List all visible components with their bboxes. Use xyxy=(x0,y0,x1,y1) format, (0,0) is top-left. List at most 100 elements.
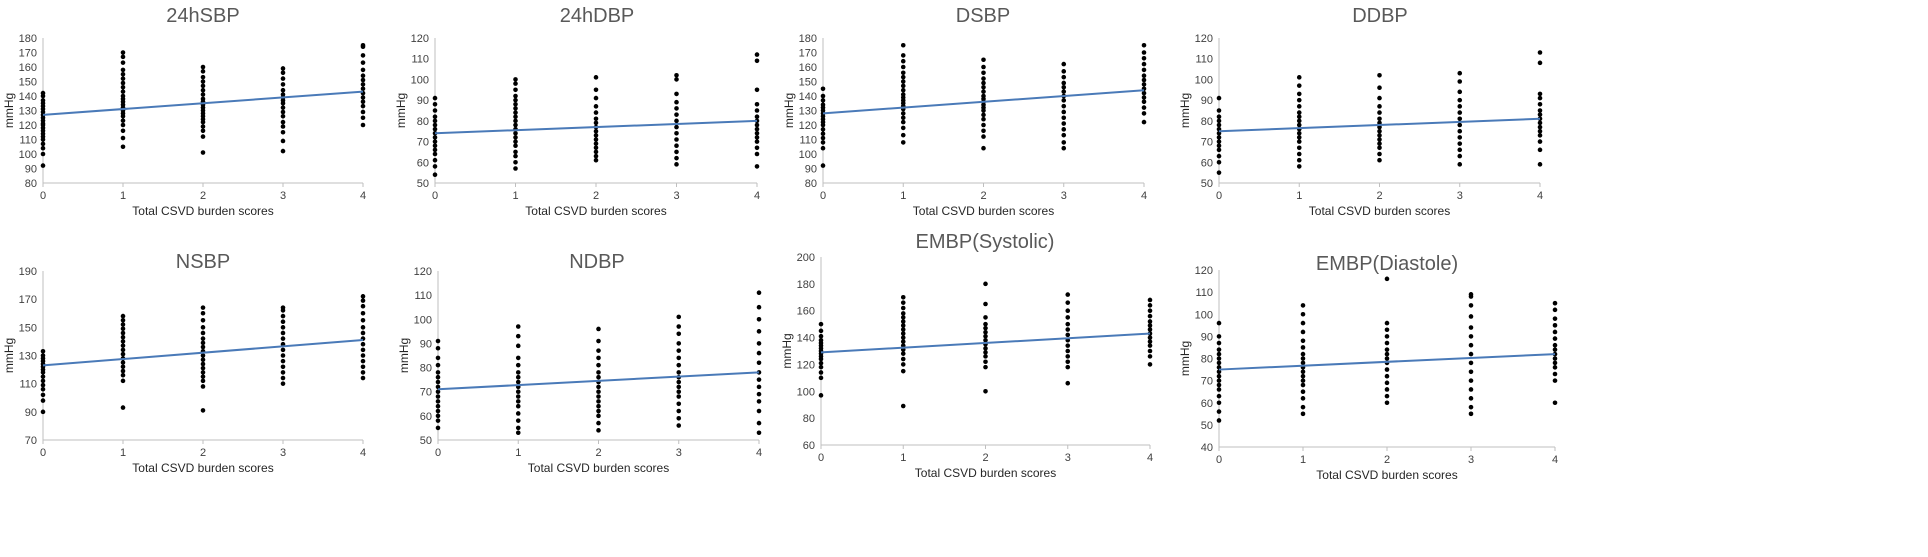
data-point xyxy=(1296,139,1302,144)
data-point xyxy=(1216,334,1222,339)
data-point xyxy=(200,330,206,336)
y-axis-label: mmHg xyxy=(397,338,411,373)
data-point xyxy=(1468,334,1474,339)
data-point xyxy=(754,52,760,57)
data-point xyxy=(40,392,46,398)
data-point xyxy=(360,347,366,353)
x-tick-label: 4 xyxy=(756,447,762,459)
data-point xyxy=(674,130,679,136)
y-tick-label: 40 xyxy=(1201,442,1213,454)
data-point xyxy=(900,115,906,121)
data-point xyxy=(1147,362,1153,367)
data-point xyxy=(1061,121,1067,126)
data-point xyxy=(200,124,206,129)
data-point xyxy=(1216,147,1222,153)
data-point xyxy=(593,149,599,155)
data-point xyxy=(1296,122,1302,128)
data-point xyxy=(1300,360,1306,366)
data-point xyxy=(120,60,126,65)
data-point xyxy=(593,141,599,146)
data-point xyxy=(280,319,286,325)
data-point xyxy=(513,149,518,155)
data-point xyxy=(981,112,986,118)
data-point xyxy=(435,374,441,380)
data-point xyxy=(983,281,988,287)
data-point xyxy=(754,130,760,136)
data-point xyxy=(1300,369,1306,375)
data-point xyxy=(1296,97,1302,103)
data-point xyxy=(515,343,521,349)
data-point xyxy=(435,345,441,351)
data-point xyxy=(981,80,986,86)
data-point xyxy=(1296,110,1302,115)
y-tick-label: 150 xyxy=(799,77,817,89)
data-point xyxy=(280,305,286,310)
data-point xyxy=(818,360,824,366)
data-point xyxy=(515,362,521,368)
x-tick-label: 0 xyxy=(40,447,46,459)
y-tick-label: 110 xyxy=(414,290,432,302)
data-point xyxy=(200,374,206,379)
data-point xyxy=(280,129,286,135)
data-point xyxy=(593,87,599,93)
data-point xyxy=(1216,159,1222,165)
data-point xyxy=(1061,74,1067,80)
data-point xyxy=(1300,329,1306,335)
data-point xyxy=(200,128,206,134)
x-axis-label: Total CSVD burden scores xyxy=(132,204,273,218)
y-tick-label: 60 xyxy=(417,157,429,169)
data-point xyxy=(515,374,521,380)
y-tick-label: 60 xyxy=(420,411,432,423)
data-point xyxy=(983,315,988,320)
data-point xyxy=(1552,378,1558,383)
data-point xyxy=(432,157,438,163)
y-tick-label: 50 xyxy=(1201,178,1213,190)
data-point xyxy=(513,87,518,93)
data-point xyxy=(200,340,206,346)
data-point xyxy=(674,99,679,105)
data-point xyxy=(1300,303,1306,308)
data-point xyxy=(513,101,518,107)
data-point xyxy=(1537,120,1543,126)
chart-panel-5: NSBP 70 90 110 130 150 170 190 0 1 2 3 4 Total CSVD b… xyxy=(2,251,366,475)
data-point xyxy=(1552,329,1558,335)
data-point xyxy=(1296,151,1302,157)
data-point xyxy=(900,351,906,356)
y-tick-label: 90 xyxy=(1201,95,1213,107)
data-point xyxy=(596,355,601,361)
data-point xyxy=(674,149,679,155)
data-point xyxy=(818,328,824,334)
data-point xyxy=(515,324,521,329)
data-point xyxy=(756,377,762,382)
x-tick-label: 1 xyxy=(512,190,518,202)
y-tick-label: 100 xyxy=(19,149,37,161)
data-point xyxy=(1216,373,1222,379)
data-point xyxy=(1141,42,1147,48)
data-point xyxy=(674,143,679,149)
data-point xyxy=(900,87,906,93)
data-point xyxy=(40,374,46,379)
data-point xyxy=(1147,339,1153,344)
x-tick-label: 2 xyxy=(595,447,601,459)
y-tick-label: 90 xyxy=(420,338,432,350)
data-point xyxy=(200,361,206,367)
data-point xyxy=(432,118,438,124)
x-tick-label: 0 xyxy=(820,190,826,202)
data-point xyxy=(513,143,518,149)
data-point xyxy=(280,119,286,125)
data-point xyxy=(1216,118,1222,124)
data-point xyxy=(360,109,366,115)
data-point xyxy=(1296,83,1302,88)
y-tick-label: 170 xyxy=(19,294,37,306)
chart-panel-8: EMBP(Diastole) 40 50 60 70 80 90 100 110 120 0 1 2 3 4… xyxy=(1178,253,1558,482)
y-tick-label: 120 xyxy=(799,120,817,132)
data-point xyxy=(1457,141,1463,146)
data-point xyxy=(435,355,441,361)
data-point xyxy=(1377,151,1382,157)
data-point xyxy=(1216,365,1222,370)
data-point xyxy=(900,368,906,374)
data-point xyxy=(676,379,682,385)
data-point xyxy=(515,418,521,423)
data-point xyxy=(754,114,760,120)
data-point xyxy=(280,370,286,375)
